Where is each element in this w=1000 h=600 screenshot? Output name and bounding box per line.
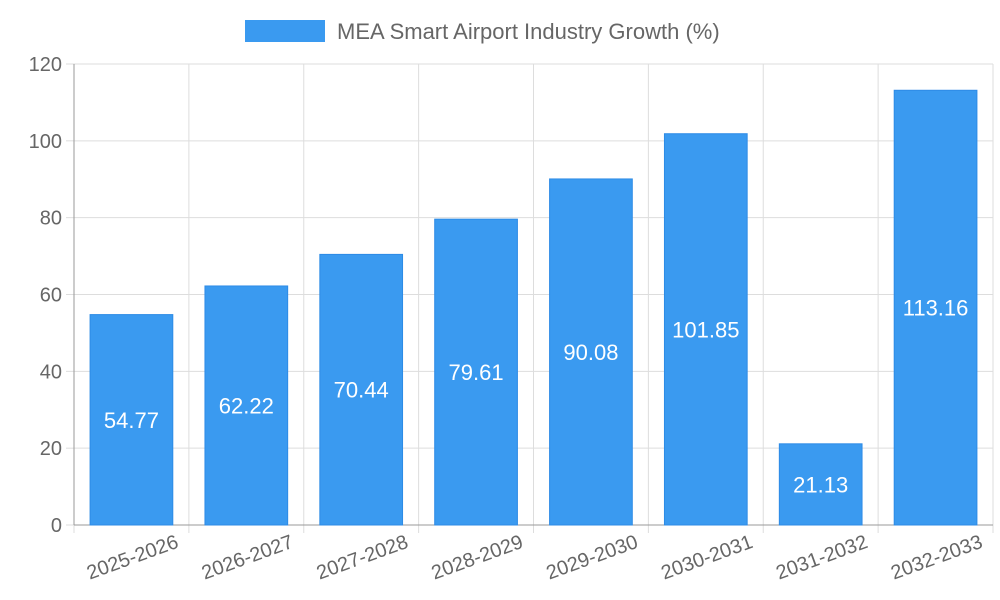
y-tick-label: 80 [40,208,62,230]
x-tick-label: 2031-2032 [773,531,870,584]
bar [893,89,978,526]
x-tick-label: 2025-2026 [84,531,181,584]
bar [204,285,289,526]
x-tick-label: 2027-2028 [314,531,411,584]
bar-data-label: 90.08 [563,340,618,365]
legend-swatch [245,20,325,42]
bar [89,314,174,526]
data-labels: 54.77 62.22 70.44 79.61 90.08 101.85 21.13 113.… [104,296,968,498]
y-axis-ticks: 0 20 40 60 80 100 120 [29,54,62,537]
bar [778,443,863,526]
bar-data-label: 21.13 [793,472,848,497]
bar-data-label: 54.77 [104,408,159,433]
y-tick-label: 120 [29,54,62,76]
y-tick-label: 100 [29,131,62,153]
bar-data-label: 101.85 [672,317,739,342]
y-tick-label: 60 [40,285,62,307]
bar [319,253,404,526]
x-tick-label: 2028-2029 [429,531,526,584]
bar-data-label: 79.61 [449,360,504,385]
bar [434,218,518,526]
bar-data-label: 70.44 [334,378,389,403]
x-axis-ticks: 2025-2026 2026-2027 2027-2028 2028-2029 2029… [84,531,986,584]
legend: MEA Smart Airport Industry Growth (%) [245,19,720,44]
bars [89,89,978,526]
bar-data-label: 62.22 [219,393,274,418]
y-tick-label: 20 [40,438,62,460]
x-tick-label: 2032-2033 [888,531,985,584]
bar [549,178,633,526]
y-tick-label: 0 [51,515,62,537]
y-tick-label: 40 [40,361,62,383]
legend-label: MEA Smart Airport Industry Growth (%) [337,19,720,44]
x-tick-label: 2030-2031 [658,531,755,584]
bar-data-label: 113.16 [903,296,969,321]
x-tick-label: 2026-2027 [199,531,296,584]
bar [663,133,748,526]
x-tick-label: 2029-2030 [543,531,640,584]
